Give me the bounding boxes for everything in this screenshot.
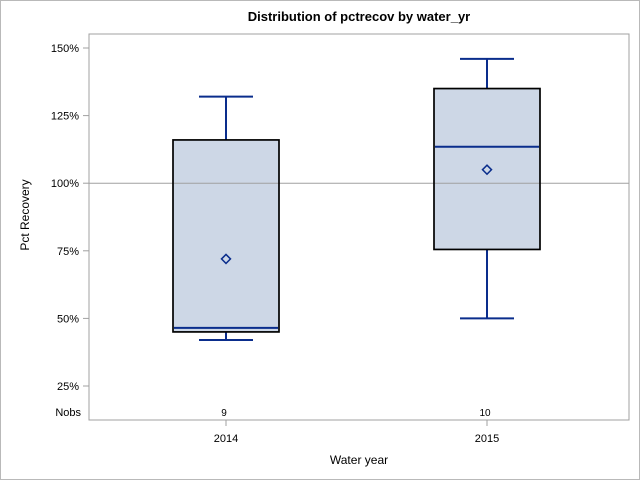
mean-diamond-marker xyxy=(220,253,232,265)
box-outline xyxy=(172,139,280,333)
box-fill xyxy=(434,88,540,250)
x-tick-label: 2015 xyxy=(475,433,499,445)
mean-diamond-marker xyxy=(481,164,493,176)
plot-frame xyxy=(88,33,630,421)
y-tick-label: 125% xyxy=(51,111,79,123)
y-tick-label: 100% xyxy=(51,178,79,190)
x-axis-title: Water year xyxy=(329,453,389,467)
y-tick-label: 150% xyxy=(51,43,79,55)
y-axis-title: Pct Recovery xyxy=(18,179,32,251)
nobs-value: 9 xyxy=(221,408,227,419)
nobs-value: 10 xyxy=(479,408,491,419)
y-tick-label: 50% xyxy=(57,313,79,325)
box-outline xyxy=(433,87,541,251)
y-tick-label: 25% xyxy=(57,381,79,393)
x-tick-label: 2014 xyxy=(214,433,238,445)
chart-title: Distribution of pctrecov by water_yr xyxy=(247,9,471,24)
box-fill xyxy=(173,139,279,332)
nobs-row-label: Nobs xyxy=(55,407,81,419)
y-tick-label: 75% xyxy=(57,246,79,258)
